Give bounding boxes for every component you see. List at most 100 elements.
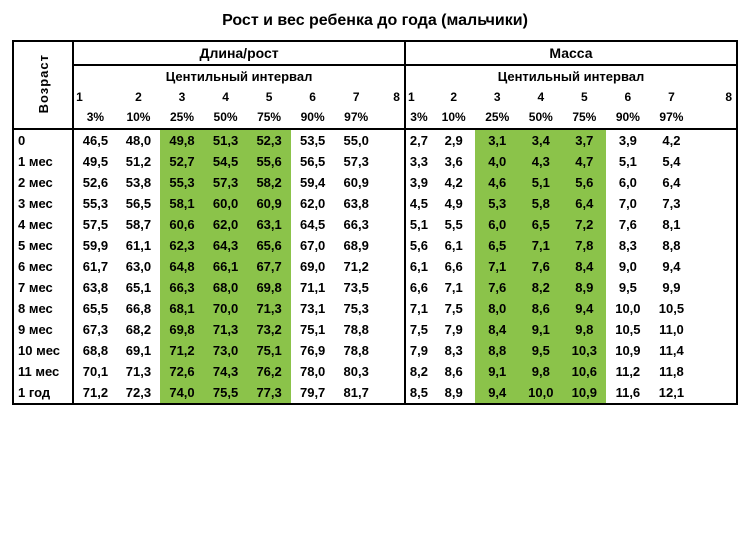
mass-cell: 4,2 bbox=[650, 129, 694, 151]
length-cell: 57,5 bbox=[73, 214, 117, 235]
length-cell: 67,7 bbox=[247, 256, 291, 277]
mass-cell: 6,6 bbox=[432, 256, 476, 277]
mass-cell: 6,1 bbox=[405, 256, 432, 277]
mass-cell: 4,9 bbox=[432, 193, 476, 214]
length-cell: 60,0 bbox=[204, 193, 248, 214]
length-cell: 71,2 bbox=[334, 256, 378, 277]
length-cell: 79,7 bbox=[291, 382, 335, 404]
length-cell: 62,3 bbox=[160, 235, 204, 256]
age-cell: 4 мес bbox=[13, 214, 73, 235]
mass-cell: 10,5 bbox=[606, 319, 650, 340]
length-cell: 71,3 bbox=[117, 361, 161, 382]
length-cell: 68,8 bbox=[73, 340, 117, 361]
mass-cell: 11,4 bbox=[650, 340, 694, 361]
age-cell: 8 мес bbox=[13, 298, 73, 319]
mass-cell: 8,0 bbox=[475, 298, 519, 319]
length-cell: 57,3 bbox=[334, 151, 378, 172]
mass-cell: 7,6 bbox=[606, 214, 650, 235]
length-cell: 63,8 bbox=[334, 193, 378, 214]
mass-cell: 4,5 bbox=[405, 193, 432, 214]
mass-cell bbox=[693, 340, 737, 361]
length-cell bbox=[378, 235, 405, 256]
mass-cell: 9,5 bbox=[519, 340, 563, 361]
length-cell: 53,5 bbox=[291, 129, 335, 151]
length-cell: 63,8 bbox=[73, 277, 117, 298]
mass-cell bbox=[693, 129, 737, 151]
mass-cell: 3,9 bbox=[606, 129, 650, 151]
length-cell: 64,5 bbox=[291, 214, 335, 235]
length-cell: 59,4 bbox=[291, 172, 335, 193]
mass-cell: 7,6 bbox=[475, 277, 519, 298]
length-cell: 56,5 bbox=[291, 151, 335, 172]
mass-cell: 3,7 bbox=[563, 129, 607, 151]
length-cell: 71,3 bbox=[247, 298, 291, 319]
length-cell: 58,1 bbox=[160, 193, 204, 214]
mass-cell: 9,8 bbox=[519, 361, 563, 382]
length-cell bbox=[378, 382, 405, 404]
table-row: 7 мес63,865,166,368,069,871,173,56,67,17… bbox=[13, 277, 737, 298]
length-cell: 55,3 bbox=[160, 172, 204, 193]
mass-cell: 9,4 bbox=[563, 298, 607, 319]
mass-cell: 2,7 bbox=[405, 129, 432, 151]
mass-cell: 10,9 bbox=[563, 382, 607, 404]
length-cell: 65,1 bbox=[117, 277, 161, 298]
mass-cell: 5,1 bbox=[606, 151, 650, 172]
mass-cell: 9,4 bbox=[650, 256, 694, 277]
mass-cell: 7,5 bbox=[432, 298, 476, 319]
length-cell bbox=[378, 361, 405, 382]
table-row: 2 мес52,653,855,357,358,259,460,93,94,24… bbox=[13, 172, 737, 193]
mass-cell: 7,1 bbox=[432, 277, 476, 298]
table-row: 1 мес49,551,252,754,555,656,557,33,33,64… bbox=[13, 151, 737, 172]
length-cell: 54,5 bbox=[204, 151, 248, 172]
length-cell: 48,0 bbox=[117, 129, 161, 151]
age-cell: 6 мес bbox=[13, 256, 73, 277]
length-cell: 52,7 bbox=[160, 151, 204, 172]
mass-cell: 8,6 bbox=[432, 361, 476, 382]
mass-cell bbox=[693, 256, 737, 277]
age-cell: 0 bbox=[13, 129, 73, 151]
length-cell: 71,2 bbox=[160, 340, 204, 361]
length-cell: 61,7 bbox=[73, 256, 117, 277]
length-cell: 73,0 bbox=[204, 340, 248, 361]
mass-cell: 5,1 bbox=[405, 214, 432, 235]
mass-cell bbox=[693, 319, 737, 340]
table-row: 8 мес65,566,868,170,071,373,175,37,17,58… bbox=[13, 298, 737, 319]
length-cell: 64,3 bbox=[204, 235, 248, 256]
age-header: Возраст bbox=[13, 41, 73, 129]
length-cell: 68,1 bbox=[160, 298, 204, 319]
length-cell: 60,9 bbox=[334, 172, 378, 193]
mass-cell: 7,1 bbox=[519, 235, 563, 256]
mass-cell: 7,2 bbox=[563, 214, 607, 235]
length-cell: 51,3 bbox=[204, 129, 248, 151]
length-cell: 70,1 bbox=[73, 361, 117, 382]
mass-cell: 8,6 bbox=[519, 298, 563, 319]
age-cell: 1 год bbox=[13, 382, 73, 404]
length-centile-header: Центильный интервал bbox=[73, 65, 405, 87]
length-cell: 76,2 bbox=[247, 361, 291, 382]
length-section-header: Длина/рост bbox=[73, 41, 405, 65]
mass-cell: 4,0 bbox=[475, 151, 519, 172]
length-cell: 69,0 bbox=[291, 256, 335, 277]
length-cell: 58,2 bbox=[247, 172, 291, 193]
table-row: 10 мес68,869,171,273,075,176,978,87,98,3… bbox=[13, 340, 737, 361]
mass-cell: 10,3 bbox=[563, 340, 607, 361]
length-cell: 66,8 bbox=[117, 298, 161, 319]
mass-cell: 7,6 bbox=[519, 256, 563, 277]
mass-cell: 4,3 bbox=[519, 151, 563, 172]
age-cell: 10 мес bbox=[13, 340, 73, 361]
mass-cell: 8,2 bbox=[405, 361, 432, 382]
mass-cell: 6,5 bbox=[475, 235, 519, 256]
length-cell: 81,7 bbox=[334, 382, 378, 404]
length-cell: 55,6 bbox=[247, 151, 291, 172]
table-row: 1 год71,272,374,075,577,379,781,78,58,99… bbox=[13, 382, 737, 404]
length-cell: 75,1 bbox=[291, 319, 335, 340]
length-cell: 68,2 bbox=[117, 319, 161, 340]
length-cell: 72,3 bbox=[117, 382, 161, 404]
length-cell: 69,8 bbox=[160, 319, 204, 340]
mass-cell: 3,3 bbox=[405, 151, 432, 172]
mass-cell: 8,8 bbox=[650, 235, 694, 256]
length-cell: 63,0 bbox=[117, 256, 161, 277]
mass-cell: 7,9 bbox=[405, 340, 432, 361]
mass-cell: 3,9 bbox=[405, 172, 432, 193]
length-cell: 53,8 bbox=[117, 172, 161, 193]
